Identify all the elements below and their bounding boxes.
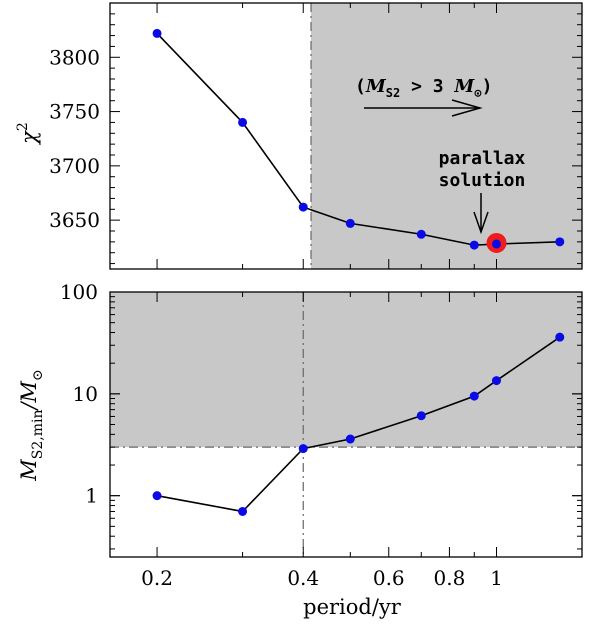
top-y-tick-label: 3650 (49, 208, 100, 232)
top-data-point (555, 237, 565, 247)
top-y-tick-label: 3800 (49, 45, 100, 69)
x-tick-label: 0.8 (434, 566, 466, 590)
bottom-y-label-sub: S2,min (30, 410, 46, 460)
bottom-frame (109, 291, 583, 558)
x-tick-label: 0.2 (141, 566, 173, 590)
parallax-label-line1: parallax (439, 148, 526, 169)
top-frame (109, 2, 583, 270)
bottom-y-label-sun: ⊙ (30, 369, 46, 381)
x-tick-label: 0.4 (287, 566, 319, 590)
top-data-point (238, 117, 248, 127)
bottom-data-point (555, 332, 565, 342)
top-data-point (416, 229, 426, 239)
x-tick-label: 1 (490, 566, 503, 590)
top-data-point (469, 240, 479, 250)
bottom-y-label-slash: /M (17, 380, 41, 411)
top-y-label: χ2 (15, 122, 41, 146)
bottom-series-line (156, 336, 561, 513)
mass-condition-annotation: (MS2 > 3 M⊙) (355, 76, 492, 100)
parallax-arrow-head (473, 211, 489, 235)
mass-condition-arrow-head (451, 99, 483, 117)
bottom-y-tick-label: 1 (85, 484, 98, 508)
bottom-x-ticks: 0.2 0.4 0.6 0.8 1 (141, 292, 503, 590)
top-data-point (345, 218, 355, 228)
bottom-y-tick-label: 100 (60, 280, 98, 304)
mass-condition-mid: > 3 (400, 76, 454, 97)
top-y-tick-label: 3750 (49, 100, 100, 124)
mass-condition-s2: S2 (386, 86, 400, 100)
bottom-y-label-M: M (17, 459, 41, 482)
mass-condition-close: ) (482, 76, 493, 97)
x-axis-label: period/yr (303, 595, 402, 619)
parallax-label-line2: solution (439, 170, 526, 191)
bottom-data-point (345, 434, 355, 444)
top-data-point (298, 202, 308, 212)
mass-condition-m1: M (365, 76, 387, 97)
x-tick-label: 0.6 (373, 566, 405, 590)
top-data-point (152, 28, 162, 38)
bottom-y-tick-label: 10 (73, 382, 98, 406)
bottom-data-point (469, 391, 479, 401)
top-series-points (152, 28, 565, 250)
bottom-data-point (152, 491, 162, 501)
top-shaded-region (311, 3, 582, 269)
bottom-y-ticks: 1 10 100 (60, 280, 582, 550)
top-y-tick-label: 3700 (49, 154, 100, 178)
mass-condition-m2: M (453, 76, 475, 97)
top-y-label-main: χ (17, 130, 41, 146)
bottom-panel: 1 10 100 0.2 0.4 0.6 0.8 1 MS2,min/M⊙ period/y… (17, 280, 583, 619)
top-y-label-superscript: 2 (15, 122, 31, 131)
top-y-ticks: 3650 3700 3750 3800 (49, 13, 582, 265)
bottom-shaded-region (110, 292, 582, 448)
mass-condition-open: ( (355, 76, 366, 97)
top-x-ticks (156, 3, 497, 269)
bottom-data-point (238, 506, 248, 516)
bottom-data-point (416, 411, 426, 421)
bottom-data-point (298, 444, 308, 454)
bottom-y-label: MS2,min/M⊙ (17, 369, 46, 482)
bottom-data-point (491, 376, 501, 386)
top-data-point (491, 239, 501, 249)
bottom-series-points (152, 332, 565, 516)
mass-condition-sun: ⊙ (474, 86, 482, 100)
